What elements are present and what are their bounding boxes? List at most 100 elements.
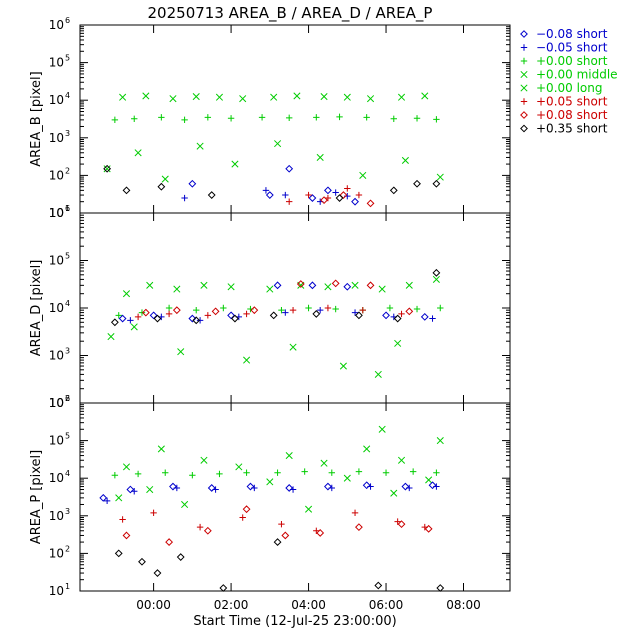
data-point	[176, 553, 185, 561]
y-tick-exponent: 5	[65, 252, 70, 261]
panel-area-d-ylabel: AREA_D [pixel]	[29, 260, 44, 357]
data-point	[313, 114, 320, 121]
data-point	[118, 314, 127, 323]
data-point	[382, 469, 390, 476]
data-point	[165, 304, 173, 312]
legend-label: +0.35 short	[536, 122, 608, 136]
data-point	[316, 153, 324, 162]
data-point	[193, 306, 200, 314]
data-point	[99, 493, 108, 502]
y-tick-exponent: 6	[65, 16, 70, 25]
data-point	[429, 315, 436, 322]
y-tick-exponent: 3	[65, 507, 70, 516]
data-point	[405, 307, 414, 316]
data-point	[188, 314, 197, 323]
data-point	[274, 140, 282, 148]
data-point	[216, 470, 223, 478]
y-tick-label: 10	[49, 396, 64, 410]
x-tick-label: 00:00	[136, 598, 171, 612]
legend-marker	[520, 124, 528, 133]
panel-area-p-marks	[99, 425, 445, 592]
data-point	[146, 485, 154, 494]
data-point	[103, 165, 111, 173]
data-point	[382, 311, 390, 320]
data-point	[181, 500, 189, 509]
data-point	[437, 304, 444, 312]
data-point	[107, 333, 115, 341]
y-tick-exponent: 3	[65, 347, 70, 356]
x-axis-label: Start Time (12-Jul-25 23:00:00)	[193, 614, 396, 629]
data-point	[157, 445, 165, 453]
data-point	[134, 470, 142, 478]
data-point	[355, 191, 363, 199]
data-point	[343, 282, 352, 291]
data-point	[114, 549, 123, 558]
data-point	[243, 469, 250, 476]
data-point	[204, 312, 212, 319]
data-point	[196, 523, 204, 531]
data-point	[336, 113, 343, 121]
data-point	[324, 482, 332, 491]
data-point	[436, 173, 444, 181]
data-point	[200, 456, 208, 464]
data-point	[181, 116, 188, 124]
y-tick-label: 10	[49, 509, 64, 523]
data-point	[212, 486, 219, 493]
data-point	[285, 484, 294, 492]
data-point	[394, 518, 401, 525]
y-tick-exponent: 2	[65, 544, 70, 553]
legend-label: +0.05 short	[536, 95, 608, 109]
data-point	[181, 194, 188, 202]
data-point	[351, 281, 359, 289]
data-point	[289, 306, 297, 314]
data-point	[115, 312, 122, 319]
data-point	[366, 281, 375, 290]
y-tick-exponent: 1	[65, 204, 70, 213]
data-point	[421, 92, 429, 100]
legend-marker	[520, 44, 528, 51]
data-point	[344, 185, 351, 192]
data-point	[366, 95, 375, 103]
data-point	[103, 164, 112, 173]
data-point	[374, 370, 382, 378]
y-tick-label: 10	[49, 396, 64, 410]
data-point	[211, 307, 220, 316]
data-point	[289, 486, 297, 493]
y-tick-exponent: 4	[65, 91, 70, 100]
data-point	[305, 304, 312, 312]
data-point	[401, 482, 410, 491]
data-point	[165, 538, 174, 546]
data-point	[366, 199, 375, 208]
data-point	[332, 189, 339, 196]
y-tick-label: 10	[49, 93, 64, 107]
data-point	[243, 310, 250, 318]
data-point	[285, 452, 293, 460]
data-point	[390, 115, 397, 123]
data-point	[278, 520, 285, 528]
data-point	[258, 114, 266, 121]
data-point	[363, 445, 371, 453]
data-point	[138, 557, 146, 566]
data-point	[157, 182, 166, 191]
x-tick-label: 02:00	[214, 598, 249, 612]
legend-label: +0.00 long	[536, 81, 603, 95]
data-point	[153, 314, 162, 323]
x-tick-label: 06:00	[369, 598, 404, 612]
data-point	[265, 191, 274, 199]
y-tick-label: 10	[49, 206, 64, 220]
data-point	[355, 523, 363, 532]
data-point	[130, 323, 138, 331]
y-tick-label: 10	[49, 546, 64, 560]
data-point	[235, 463, 243, 471]
y-tick-exponent: 5	[65, 432, 70, 441]
y-tick-label: 10	[49, 254, 64, 268]
legend: −0.08 short−0.05 short+0.00 short+0.00 m…	[520, 27, 618, 136]
data-point	[269, 311, 278, 320]
data-point	[173, 484, 181, 492]
data-point	[131, 488, 138, 495]
data-point	[242, 505, 251, 514]
data-point	[169, 482, 177, 491]
data-point	[436, 437, 444, 445]
